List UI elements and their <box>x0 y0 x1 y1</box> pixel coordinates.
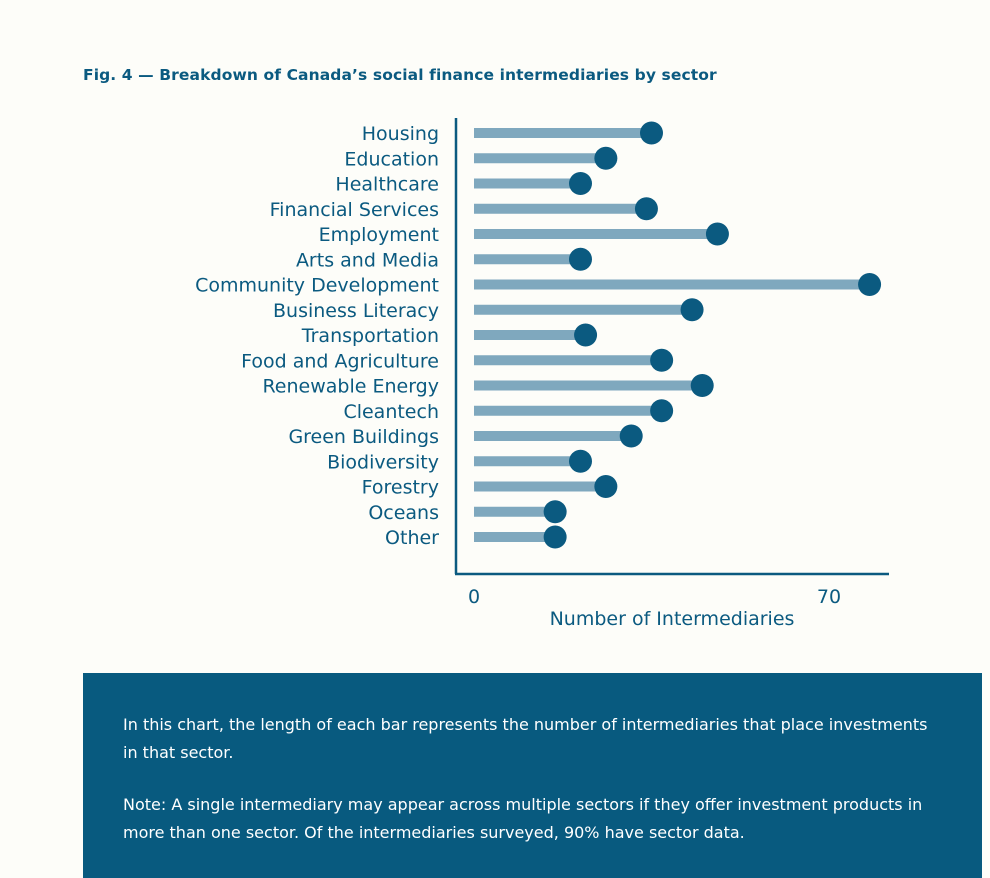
category-label-cleantech: Cleantech <box>343 401 439 423</box>
lollipop-chart: Housing Education Healthcare Financial Serv… <box>195 118 889 630</box>
category-label-healthcare: Healthcare <box>335 174 439 196</box>
figure-title: Fig. 4 — Breakdown of Canada’s social fi… <box>83 66 717 84</box>
category-label-other: Other <box>385 527 439 549</box>
dot-transportation <box>574 323 598 347</box>
category-label-renewable-energy: Renewable Energy <box>262 376 439 398</box>
bars-layer <box>474 121 882 549</box>
category-label-financial-services: Financial Services <box>270 199 439 221</box>
chart-note-box: In this chart, the length of each bar re… <box>83 673 982 878</box>
category-label-forestry: Forestry <box>362 477 439 499</box>
bar-healthcare <box>474 178 581 189</box>
category-label-housing: Housing <box>362 123 439 145</box>
category-label-community-development: Community Development <box>195 275 439 297</box>
category-label-arts-and-media: Arts and Media <box>296 249 439 271</box>
bar-education <box>474 153 606 164</box>
bar-business-literacy <box>474 304 693 315</box>
dot-financial-services <box>634 197 658 221</box>
bar-financial-services <box>474 203 647 214</box>
bar-community-development <box>474 279 870 290</box>
category-label-transportation: Transportation <box>301 325 439 347</box>
category-label-biodiversity: Biodiversity <box>327 451 439 473</box>
dot-business-literacy <box>680 298 704 322</box>
category-label-employment: Employment <box>319 224 439 246</box>
category-labels: Housing Education Healthcare Financial Serv… <box>195 123 439 549</box>
bar-transportation <box>474 330 586 340</box>
x-tick-labels: 0 70 <box>468 586 841 608</box>
note-paragraph-sector-note: Note: A single intermediary may appear a… <box>123 795 923 842</box>
bar-renewable-energy <box>474 380 703 391</box>
dot-oceans <box>543 500 567 524</box>
bar-housing <box>474 128 652 138</box>
x-tick-label-0: 0 <box>468 586 480 608</box>
dot-forestry <box>594 475 618 498</box>
bar-arts-and-media <box>474 254 581 265</box>
dot-arts-and-media <box>569 247 592 271</box>
bar-biodiversity <box>474 456 581 467</box>
dot-green-buildings <box>619 424 643 448</box>
dot-food-and-agriculture <box>650 348 674 372</box>
bar-employment <box>474 229 718 239</box>
dot-community-development <box>858 273 882 296</box>
dot-renewable-energy <box>690 374 714 397</box>
x-axis-title: Number of Intermediaries <box>550 608 795 630</box>
dot-housing <box>640 121 663 145</box>
bar-food-and-agriculture <box>474 355 662 366</box>
dot-education <box>594 146 618 170</box>
category-label-business-literacy: Business Literacy <box>273 300 439 322</box>
category-label-green-buildings: Green Buildings <box>288 426 439 448</box>
dot-other <box>543 525 567 549</box>
x-tick-label-70: 70 <box>817 586 841 608</box>
bar-other <box>474 532 556 542</box>
bar-oceans <box>474 506 556 517</box>
category-label-education: Education <box>344 148 439 170</box>
dot-cleantech <box>650 399 674 423</box>
category-label-food-and-agriculture: Food and Agriculture <box>241 350 439 372</box>
dot-employment <box>705 222 729 246</box>
bar-green-buildings <box>474 431 632 441</box>
bar-forestry <box>474 481 606 492</box>
bar-cleantech <box>474 405 662 416</box>
note-paragraph-description: In this chart, the length of each bar re… <box>123 715 928 762</box>
dot-healthcare <box>569 172 592 195</box>
dot-biodiversity <box>569 449 592 473</box>
category-label-oceans: Oceans <box>368 502 439 524</box>
